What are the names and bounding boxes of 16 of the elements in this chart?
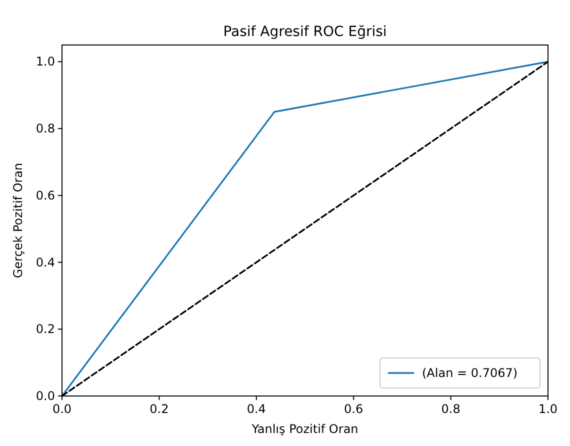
- x-tick-label: 0.8: [441, 402, 460, 416]
- x-tick-label: 0.0: [52, 402, 72, 416]
- x-tick-label: 1.0: [538, 402, 558, 416]
- y-tick-label: 0.8: [36, 122, 55, 136]
- legend-label: (Alan = 0.7067): [422, 366, 518, 380]
- x-axis-title: Yanlış Pozitif Oran: [250, 422, 358, 436]
- y-tick-label: 0.0: [36, 389, 55, 403]
- chart-title: Pasif Agresif ROC Eğrisi: [223, 24, 387, 40]
- x-tick-label: 0.6: [344, 402, 364, 416]
- x-tick-label: 0.2: [150, 402, 169, 416]
- y-tick-label: 1.0: [36, 54, 55, 69]
- y-tick-label: 0.2: [36, 322, 55, 336]
- y-axis-title: Gerçek Pozitif Oran: [11, 162, 25, 278]
- y-tick-label: 0.6: [36, 188, 55, 202]
- x-tick-label: 0.4: [246, 402, 266, 416]
- y-tick-label: 0.4: [36, 255, 55, 270]
